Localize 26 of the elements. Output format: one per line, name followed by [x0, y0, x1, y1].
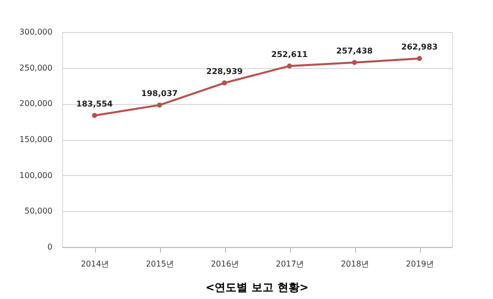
- point: [92, 112, 97, 118]
- data-label: 262,983: [401, 42, 438, 52]
- x-tick-label: 2016년: [210, 260, 240, 268]
- x-tick-label: 2017년: [276, 260, 304, 268]
- y-tick-label: 200,000: [19, 99, 52, 108]
- y-tick-label: 100,000: [19, 170, 52, 180]
- point: [287, 63, 292, 68]
- x-tick-label: 2018년: [340, 260, 370, 268]
- x-tick-label: 2015년: [146, 260, 174, 268]
- y-tick-label: 50,000: [24, 206, 52, 216]
- y-tick-label: 150,000: [19, 135, 52, 144]
- data-label: 257,438: [336, 46, 374, 56]
- point: [417, 56, 422, 62]
- x-tick-label: 2019년: [406, 260, 434, 268]
- x-tick-label: 2014년: [80, 260, 110, 268]
- point: [352, 60, 357, 65]
- y-tick-label: 0: [47, 242, 52, 252]
- y-tick-label: 300,000: [19, 28, 52, 36]
- data-label: 183,554: [76, 99, 114, 108]
- data-label: 228,939: [206, 66, 244, 76]
- point: [222, 80, 227, 86]
- y-tick-label: 250,000: [19, 63, 52, 72]
- point: [157, 102, 162, 108]
- data-label: 252,611: [271, 50, 308, 59]
- data-label: 198,037: [141, 89, 178, 98]
- text: <연도별 보고 현황>: [205, 281, 309, 294]
